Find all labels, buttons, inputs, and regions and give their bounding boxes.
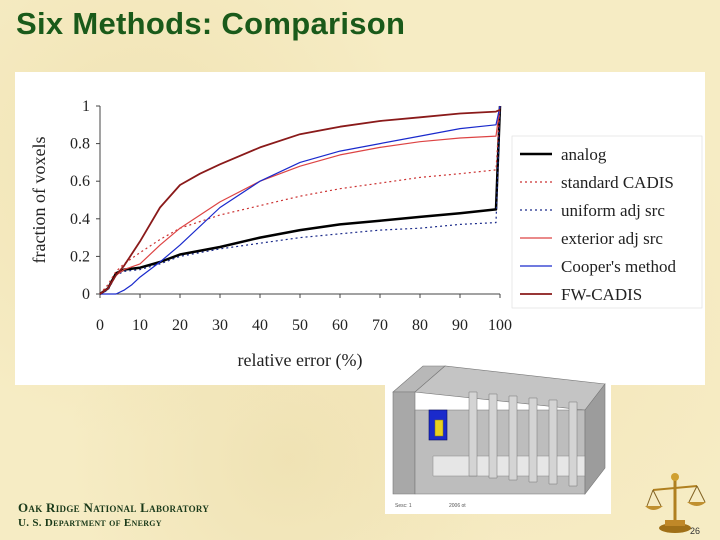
y-tick-label: 1 (82, 98, 90, 115)
y-tick-label: 0.8 (70, 136, 90, 153)
chart: 00.20.40.60.810 10 20 30 40 50 60 70 80 90 100rela… (29, 98, 703, 371)
scales-logo (645, 473, 706, 533)
page-number: 26 (690, 526, 701, 536)
geometry-model-image: Sesc: 1 2006 ot (385, 354, 611, 514)
x-tick-label: 20 (172, 317, 188, 334)
x-tick-label: 0 (96, 317, 104, 334)
legend-label: standard CADIS (561, 173, 674, 192)
legend-label: uniform adj src (561, 201, 665, 220)
x-tick-label: 10 (132, 317, 148, 334)
x-tick-label: 100 (488, 317, 512, 334)
geometry-model-drawing: Sesc: 1 2006 ot (392, 365, 606, 509)
series-line-exterior-adj-src (99, 105, 501, 295)
x-tick-label: 90 (452, 317, 468, 334)
footer-doe-name: U. S. Department of Energy (18, 517, 162, 529)
series-line-fw-cadis (99, 108, 501, 295)
y-tick-label: 0.4 (70, 211, 90, 228)
x-tick-label: 60 (332, 317, 348, 334)
x-tick-label: 40 (252, 317, 268, 334)
model-caption-left: Sesc: 1 (395, 503, 412, 509)
x-tick-label: 70 (372, 317, 388, 334)
legend-box (511, 135, 703, 309)
model-caption-right: 2006 ot (449, 503, 466, 509)
x-tick-label: 50 (292, 317, 308, 334)
slide-title: Six Methods: Comparison (16, 6, 406, 41)
legend-label: exterior adj src (561, 229, 663, 248)
x-tick-label: 30 (212, 317, 228, 334)
legend-label: FW-CADIS (561, 285, 642, 304)
chart-legend: analog standard CADIS uniform adj src exter… (511, 135, 703, 309)
series-line-cooper-s-method (100, 105, 501, 295)
series-line-uniform-adj-src (99, 105, 501, 295)
x-tick-label: 80 (412, 317, 428, 334)
y-tick-label: 0.2 (70, 248, 90, 265)
chart-panel: 0 0.2 0.4 0.6 0.8 1 0 10 20 30 40 50 60 70 80 90 100 rela… (15, 72, 705, 385)
x-axis-title: relative error (%) (238, 350, 363, 371)
footer-lab-name: Oak Ridge National Laboratory (18, 500, 210, 515)
legend-label: analog (561, 145, 607, 164)
legend-label: Cooper's method (561, 257, 676, 276)
y-tick-label: 0.6 (70, 173, 90, 190)
y-tick-label: 0 (82, 286, 90, 303)
y-axis-title: fraction of voxels (29, 137, 49, 264)
series-line-standard-cadis (99, 105, 501, 295)
